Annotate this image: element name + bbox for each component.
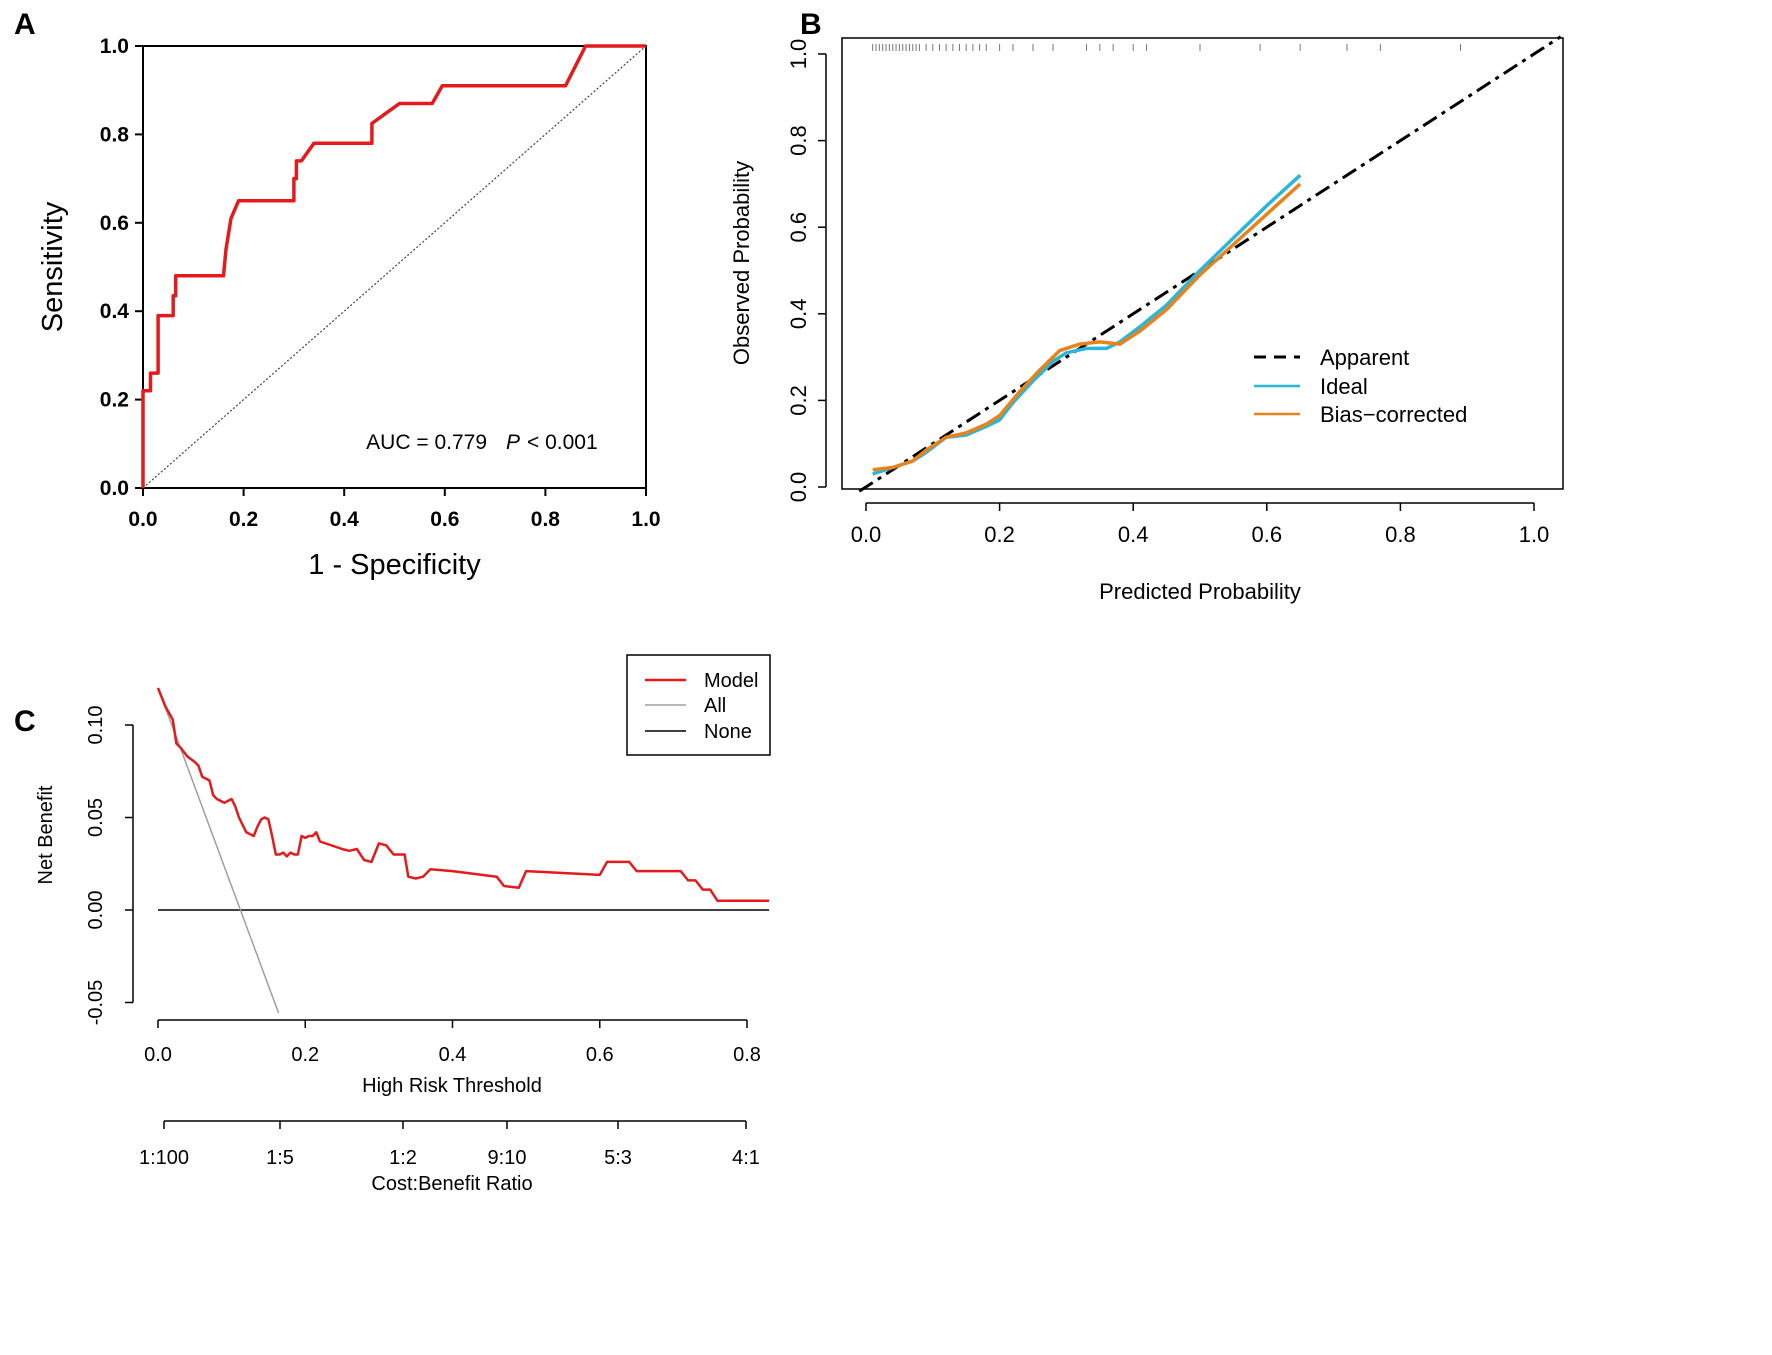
calibration-y-tick-label: 0.4: [786, 299, 811, 330]
cost-benefit-tick-label: 1:2: [389, 1147, 417, 1169]
roc-x-axis-label: 1 - Specificity: [308, 549, 481, 581]
cost-benefit-tick-label: 4:1: [732, 1147, 760, 1169]
roc-y-tick-label: 0.6: [100, 212, 129, 235]
decision-y-tick-label: 0.00: [85, 891, 107, 930]
auc-annotation: AUC = 0.779: [366, 431, 487, 454]
panel-label-a: A: [14, 8, 36, 41]
roc-y-tick-label: 0.2: [100, 389, 129, 412]
cost-benefit-tick-label: 1:100: [139, 1147, 189, 1169]
legend-label: Ideal: [1320, 374, 1368, 399]
roc-curve: [141, 44, 646, 488]
decision-y-tick-label: -0.05: [85, 980, 107, 1026]
legend-label: Apparent: [1320, 345, 1409, 370]
decision-model-line: [156, 687, 770, 903]
roc-y-tick-label: 0.4: [100, 300, 130, 323]
calibration-x-tick-label: 0.2: [984, 522, 1015, 547]
panel-label-c: C: [14, 705, 36, 738]
legend-label: Model: [704, 670, 758, 692]
roc-x-tick-label: 0.4: [330, 508, 360, 531]
legend-label: Bias−corrected: [1320, 402, 1467, 427]
roc-plot-frame: [142, 45, 647, 489]
roc-y-tick-label: 0.8: [100, 123, 130, 146]
p-value-annotation: < 0.001: [527, 431, 598, 454]
roc-y-tick-label: 1.0: [100, 35, 129, 58]
cost-benefit-tick-label: 9:10: [488, 1147, 527, 1169]
decision-x-tick-label: 0.0: [144, 1044, 172, 1066]
decision-x-tick-label: 0.6: [586, 1044, 614, 1066]
decision-y-tick-label: 0.05: [85, 798, 107, 837]
roc-x-tick-label: 1.0: [631, 508, 660, 531]
calibration-x-tick-label: 1.0: [1519, 522, 1550, 547]
decision-legend: Model All None: [626, 654, 771, 756]
calibration-ideal-line: [872, 173, 1302, 476]
decision-x-tick-label: 0.8: [733, 1044, 761, 1066]
cost-benefit-tick-label: 1:5: [266, 1147, 294, 1169]
decision-y-axis-label: Net Benefit: [35, 785, 57, 884]
calibration-y-tick-label: 0.0: [786, 472, 811, 503]
roc-x-tick-label: 0.8: [531, 508, 561, 531]
roc-y-axis-label: Sensitivity: [37, 201, 69, 332]
roc-y-tick-label: 0.0: [100, 477, 129, 500]
legend-label: All: [704, 695, 726, 717]
calibration-x-axis-label: Predicted Probability: [1099, 579, 1301, 604]
decision-x-tick-label: 0.4: [439, 1044, 467, 1066]
roc-x-tick-label: 0.2: [229, 508, 258, 531]
calibration-y-tick-label: 1.0: [786, 39, 811, 70]
calibration-legend: Apparent Ideal Bias−corrected: [1254, 345, 1467, 427]
roc-x-tick-label: 0.0: [128, 508, 157, 531]
calibration-y-tick-label: 0.6: [786, 212, 811, 243]
cost-benefit-tick-label: 5:3: [604, 1147, 632, 1169]
decision-x-tick-label: 0.2: [291, 1044, 319, 1066]
p-value-italic: P: [506, 431, 520, 454]
cost-benefit-axis-label: Cost:Benefit Ratio: [371, 1173, 532, 1195]
calibration-x-tick-label: 0.6: [1252, 522, 1283, 547]
panel-label-b: B: [800, 8, 822, 41]
decision-curve-chart: -0.05 0.00 0.05 0.10 Net Benefit 0.0 0.2 0.4 0.6…: [35, 654, 771, 1195]
roc-chart: 0.0 0.2 0.4 0.6 0.8 1.0 0.0 0.2 0.4 0.6 0.8 1.0 1 - …: [37, 35, 661, 581]
calibration-x-tick-label: 0.4: [1118, 522, 1149, 547]
legend-label: None: [704, 721, 752, 743]
calibration-plot-frame: [841, 37, 1564, 490]
decision-x-axis-label: High Risk Threshold: [362, 1075, 542, 1097]
calibration-x-tick-label: 0.0: [851, 522, 882, 547]
roc-x-tick-label: 0.6: [430, 508, 459, 531]
roc-reference-line: [142, 45, 647, 489]
calibration-bias-corrected-line: [872, 182, 1302, 472]
calibration-x-tick-label: 0.8: [1385, 522, 1416, 547]
decision-y-tick-label: 0.10: [85, 706, 107, 745]
calibration-y-tick-label: 0.2: [786, 385, 811, 416]
calibration-y-axis-label: Observed Probability: [729, 161, 754, 365]
calibration-chart: 0.0 0.2 0.4 0.6 0.8 1.0 0.0 0.2 0.4 0.6 0.8 1.0 Pred…: [729, 35, 1564, 604]
calibration-y-tick-label: 0.8: [786, 125, 811, 156]
